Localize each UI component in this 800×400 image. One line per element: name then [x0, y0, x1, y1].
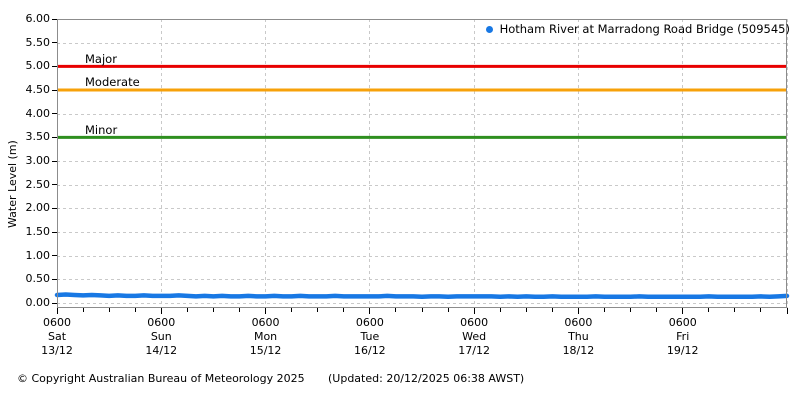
y-tick-label: 4.50: [25, 83, 51, 96]
x-tick-day-label: Wed: [462, 330, 487, 343]
copyright-text: © Copyright Australian Bureau of Meteoro…: [17, 372, 305, 385]
y-tick-label: 5.50: [25, 35, 51, 49]
x-tick-time-label: 0600: [43, 316, 71, 329]
x-tick-date-label: 16/12: [353, 344, 386, 357]
moderate-threshold-label: Moderate: [85, 75, 140, 89]
minor-threshold-label: Minor: [85, 123, 118, 137]
x-tick-date-label: 14/12: [145, 344, 178, 357]
major-threshold-label: Major: [85, 52, 117, 66]
x-tick-date-label: 19/12: [666, 344, 699, 357]
x-tick-time-label: 0600: [355, 316, 384, 329]
x-tick-time-label: 0600: [564, 316, 593, 329]
y-tick-label: 4.00: [25, 106, 51, 120]
legend: Hotham River at Marradong Road Bridge (5…: [485, 22, 790, 36]
x-tick-time-label: 0600: [668, 316, 697, 329]
y-tick-label: 3.50: [25, 130, 51, 144]
updated-timestamp: (Updated: 20/12/2025 06:38 AWST): [328, 372, 525, 385]
legend-label: Hotham River at Marradong Road Bridge (5…: [499, 22, 790, 36]
x-tick-date-label: 17/12: [458, 344, 490, 357]
y-tick-label: 5.00: [25, 59, 51, 73]
y-tick-label: 3.00: [25, 154, 51, 167]
x-tick-date-label: 13/12: [41, 344, 73, 357]
x-tick-date-label: 15/12: [249, 344, 282, 357]
x-tick-time-label: 0600: [251, 316, 280, 329]
x-tick-date-label: 18/12: [562, 344, 595, 357]
y-tick-label: 2.50: [25, 177, 51, 191]
x-tick-time-label: 0600: [460, 316, 489, 329]
y-tick-label: 0.50: [25, 272, 51, 286]
y-tick-label: 0.00: [25, 296, 51, 309]
x-tick-day-label: Sun: [150, 330, 172, 343]
y-tick-label: 6.00: [25, 12, 51, 25]
x-tick-time-label: 0600: [147, 316, 176, 329]
x-tick-day-label: Mon: [253, 330, 278, 343]
x-tick-day-label: Tue: [360, 330, 380, 343]
y-tick-label: 1.50: [25, 225, 51, 238]
x-tick-day-label: Fri: [676, 330, 690, 343]
legend-marker-icon: [485, 25, 493, 33]
x-tick-day-label: Thu: [568, 330, 589, 343]
y-tick-label: 1.00: [25, 248, 51, 262]
y-tick-label: 2.00: [25, 201, 51, 215]
x-tick-day-label: Sat: [47, 330, 67, 343]
